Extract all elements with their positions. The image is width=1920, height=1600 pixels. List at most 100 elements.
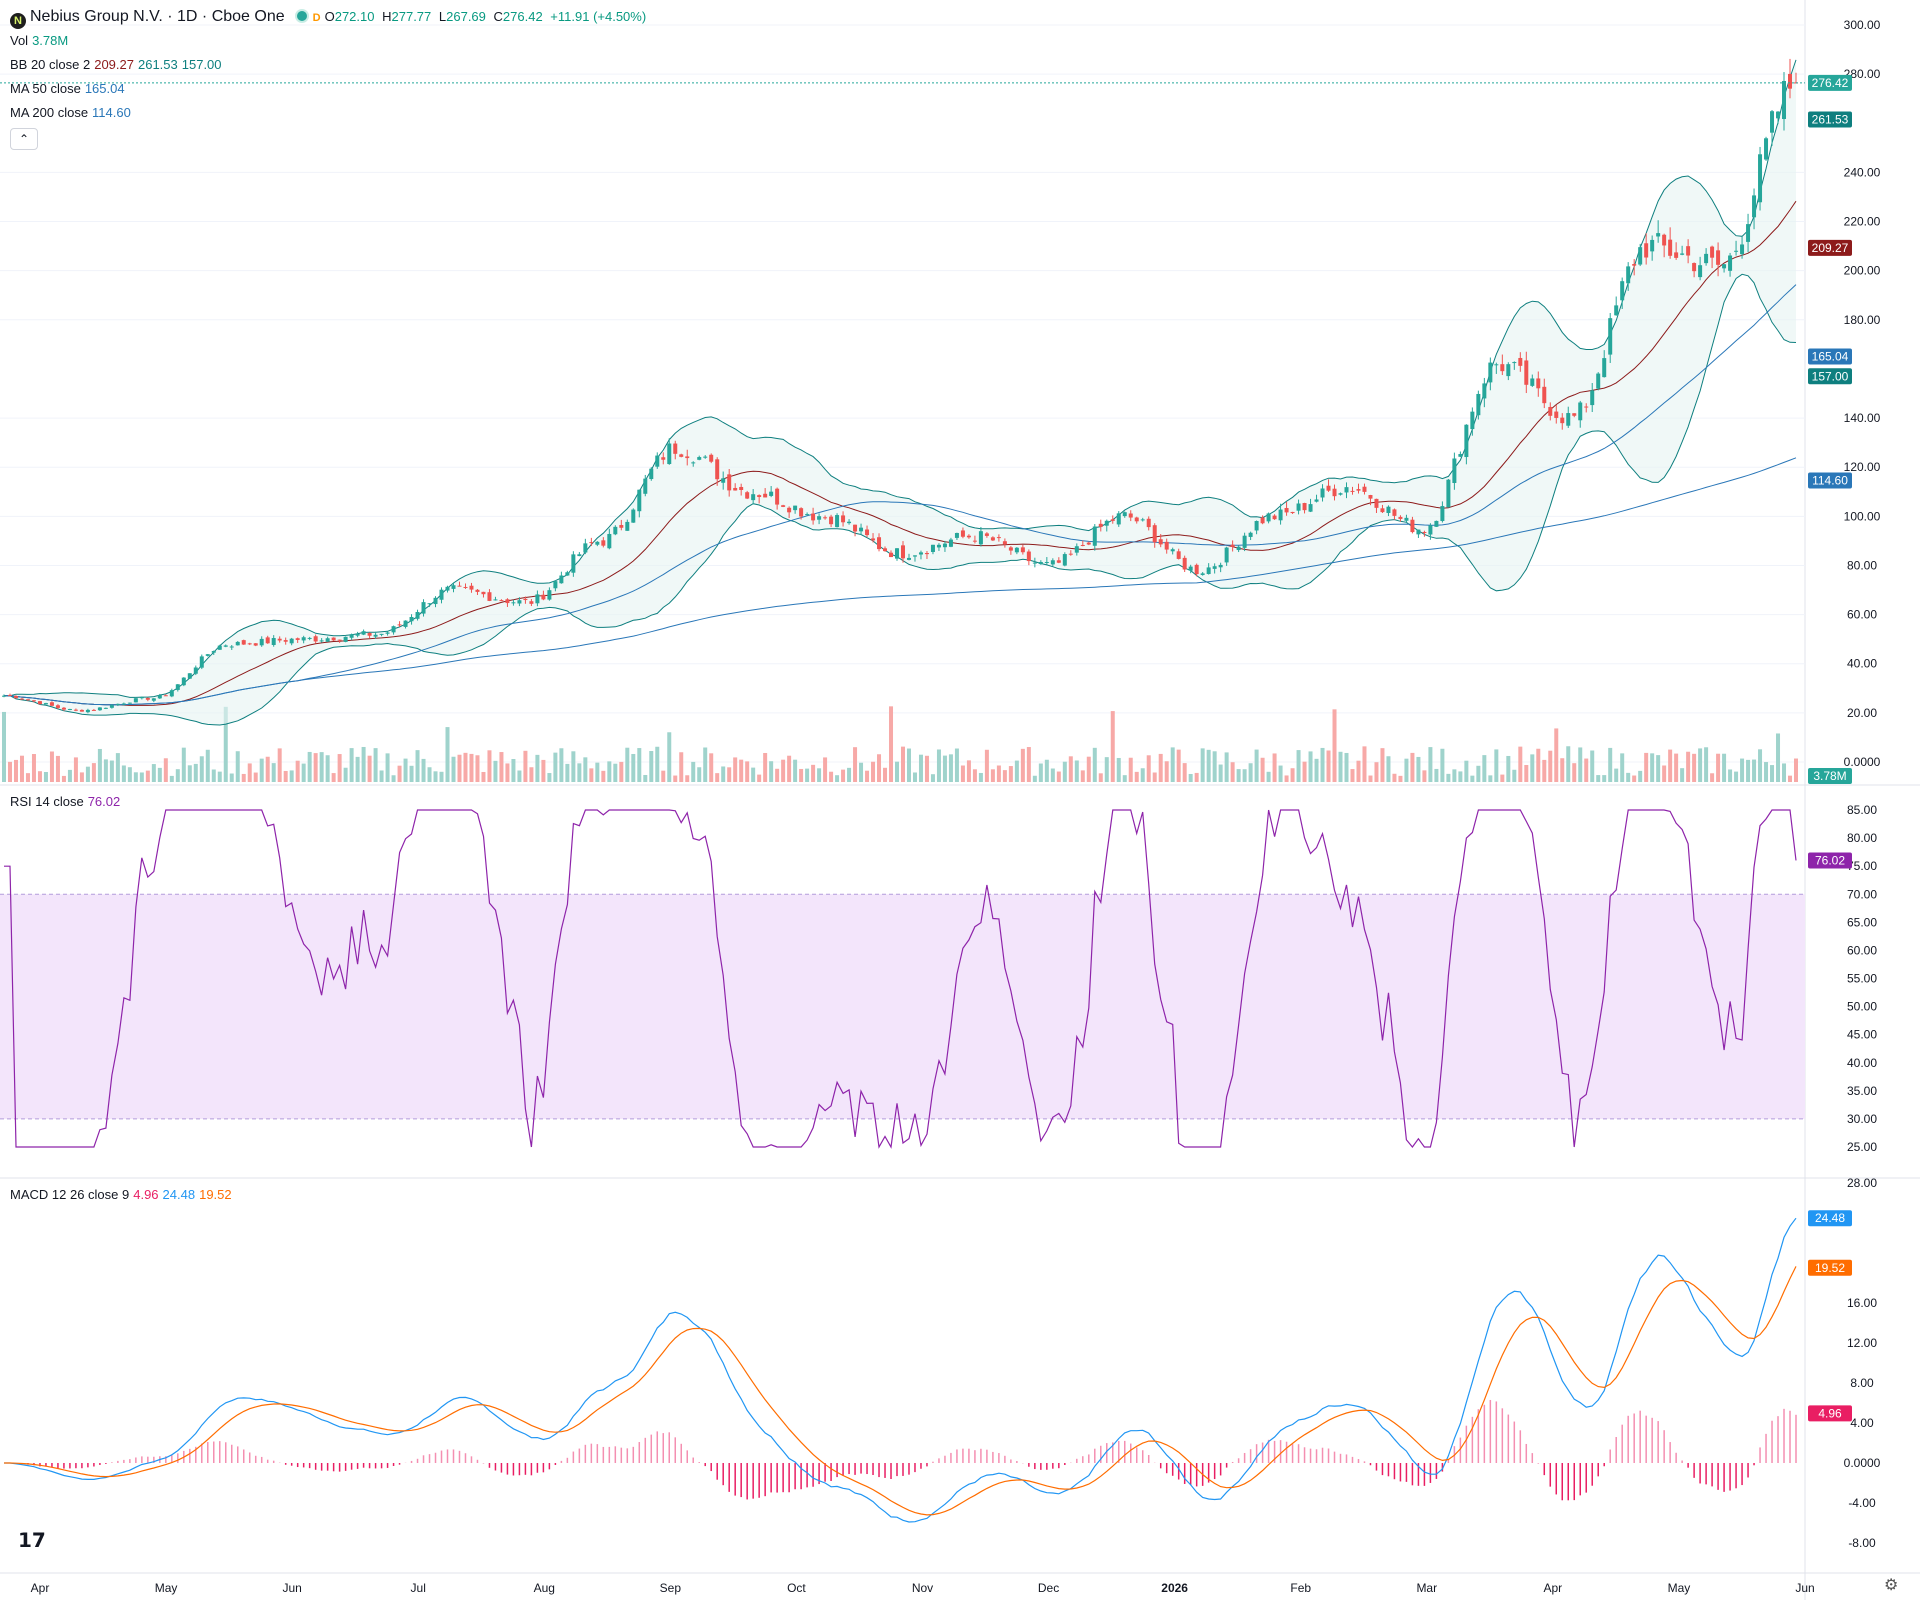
time-axis-label: Dec (1038, 1581, 1059, 1595)
collapse-legend-button[interactable]: ⌃ (10, 128, 38, 150)
candle-body (948, 539, 953, 547)
volume-bar (1266, 771, 1271, 782)
candle (1590, 383, 1595, 413)
candle-body (451, 585, 456, 589)
volume-bar (1794, 758, 1798, 782)
candle (1128, 510, 1133, 522)
candle-body (1272, 515, 1277, 520)
candle (1236, 545, 1241, 553)
candle-body (1152, 525, 1157, 543)
candle (1476, 390, 1481, 420)
candle-body (229, 646, 234, 648)
candle-body (355, 633, 360, 636)
candle-body (349, 634, 354, 638)
candle (133, 696, 138, 703)
volume-bar (1326, 750, 1331, 782)
candle-body (763, 493, 768, 498)
symbol-logo-icon: N (10, 13, 26, 29)
volume-bar (373, 748, 378, 782)
candle-body (996, 537, 1001, 539)
candle (595, 541, 600, 547)
candle (1080, 540, 1085, 547)
rsi-axis-label: 85.00 (1847, 803, 1877, 817)
rsi-axis-label: 60.00 (1847, 943, 1877, 957)
macd-legend[interactable]: MACD 12 26 close 9 4.96 24.48 19.52 (10, 1187, 236, 1202)
candle (559, 571, 564, 584)
candle (1068, 550, 1073, 556)
ma50-legend[interactable]: MA 50 close 165.04 (10, 81, 129, 96)
candle-body (787, 507, 792, 513)
volume-bar (277, 748, 282, 782)
volume-bar (1722, 753, 1727, 782)
candle (883, 546, 888, 552)
candle (1500, 354, 1505, 376)
candle (1698, 256, 1703, 281)
volume-bar (313, 753, 318, 782)
volume-bar (637, 748, 642, 782)
candle (984, 532, 989, 538)
candle-body (103, 707, 108, 709)
candle-body (1080, 544, 1085, 546)
macd-axis-label: 8.00 (1850, 1376, 1874, 1390)
candle (607, 528, 612, 550)
volume-bar (301, 763, 306, 782)
rsi-tag-bg (1808, 852, 1852, 869)
candle-body (1140, 519, 1145, 521)
candle (823, 515, 828, 520)
macd-axis-label: 4.00 (1850, 1416, 1874, 1430)
candle (769, 486, 774, 498)
candle-body (661, 457, 666, 460)
candle-body (673, 443, 678, 454)
tradingview-logo-icon[interactable]: 𝟭𝟳 (18, 1530, 46, 1552)
candle-body (1614, 305, 1619, 316)
candle (936, 543, 941, 551)
volume-bar (1368, 775, 1373, 782)
candle-body (139, 697, 144, 699)
candle (1332, 484, 1337, 501)
rsi-axis-label: 45.00 (1847, 1028, 1877, 1042)
volume-bar (1134, 771, 1139, 782)
volume-bar (1728, 769, 1733, 782)
volume-bar (253, 772, 258, 782)
candle (1014, 547, 1019, 555)
volume-bar (1404, 758, 1409, 782)
candle (187, 673, 192, 680)
bb-lower-line (4, 273, 1797, 726)
bb-legend[interactable]: BB 20 close 2 209.27 261.53 157.00 (10, 57, 226, 72)
candle-body (433, 597, 438, 605)
candle-body (984, 533, 989, 536)
candle (775, 487, 780, 510)
candle-body (109, 705, 114, 708)
candle (1230, 540, 1235, 552)
candle (1194, 563, 1199, 577)
candle-body (829, 516, 834, 525)
candle-body (559, 575, 564, 584)
candle (25, 699, 30, 701)
candle-body (259, 638, 264, 646)
volume-bar (1734, 771, 1739, 782)
candle-body (960, 530, 965, 537)
volume-bar (709, 753, 714, 782)
candle-body (541, 594, 546, 600)
price-axis-label: 120.00 (1844, 460, 1881, 474)
candle-body (1410, 519, 1415, 533)
candle-body (61, 707, 66, 710)
volume-bar (499, 752, 504, 782)
volume-bar (571, 751, 576, 782)
vol-legend[interactable]: Vol 3.78M (10, 33, 72, 48)
candle-body (1236, 546, 1241, 551)
symbol-title[interactable]: Nebius Group N.V. · 1D · Cboe One (30, 8, 285, 25)
candle (343, 636, 348, 643)
volume-bar (565, 763, 570, 782)
candle-body (307, 637, 312, 639)
ma200-legend[interactable]: MA 200 close 114.60 (10, 105, 135, 120)
candle (505, 598, 510, 607)
rsi-legend[interactable]: RSI 14 close 76.02 (10, 794, 124, 809)
gear-icon[interactable]: ⚙ (1884, 1577, 1899, 1594)
volume-bar (984, 749, 989, 782)
volume-bar (1392, 773, 1397, 782)
candle-body (859, 527, 864, 532)
candle-body (1560, 417, 1565, 424)
candle (175, 684, 180, 692)
